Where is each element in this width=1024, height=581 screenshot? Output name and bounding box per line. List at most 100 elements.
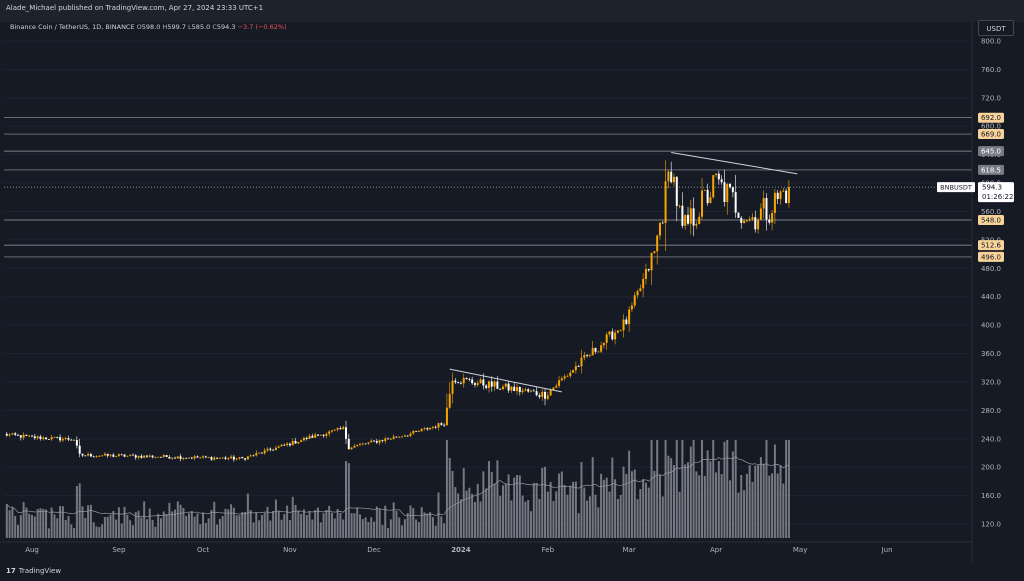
currency-button[interactable]: USDT: [978, 20, 1014, 36]
candle-body: [639, 288, 642, 292]
volume-bar: [95, 526, 98, 538]
volume-bar: [426, 513, 429, 538]
candle-body: [375, 440, 378, 443]
candle-body: [715, 173, 718, 176]
volume-bar: [70, 524, 73, 538]
candle-body: [759, 208, 762, 220]
candle-body: [67, 438, 70, 440]
volume-bar: [244, 511, 247, 538]
candle-body: [605, 334, 608, 343]
candle-body: [64, 438, 67, 440]
volume-bar: [117, 507, 120, 538]
volume-bar: [544, 466, 547, 538]
volume-bar: [597, 507, 600, 538]
volume-bar: [297, 511, 300, 538]
publish-header: Alade_Michael published on TradingView.c…: [0, 0, 1024, 22]
candle-body: [661, 222, 664, 224]
level-price-tag-label: 645.0: [981, 148, 1001, 156]
candle-body: [757, 219, 760, 230]
candle-body: [490, 381, 493, 387]
volume-bar: [89, 504, 92, 538]
candle-body: [636, 291, 639, 296]
volume-bar: [532, 482, 535, 538]
candle-body: [642, 278, 645, 289]
candle-body: [611, 331, 614, 340]
volume-bar: [748, 465, 751, 538]
symbol-legend[interactable]: Binance Coin / TetherUS, 1D, BINANCE O59…: [10, 23, 287, 31]
candle-body: [521, 390, 524, 393]
volume-bar: [31, 515, 34, 538]
candle-body: [308, 435, 311, 440]
volume-bar: [103, 516, 106, 538]
candle-body: [101, 455, 104, 457]
volume-bar: [616, 498, 619, 538]
candle-body: [415, 431, 418, 432]
candle-body: [658, 222, 661, 236]
volume-bar: [712, 440, 715, 538]
candle-body: [59, 437, 62, 441]
price-tick-label: 480.0: [981, 265, 1001, 273]
volume-bar: [687, 462, 689, 538]
candle-body: [499, 388, 502, 390]
volume-bar: [92, 522, 95, 538]
volume-bar: [785, 440, 788, 538]
candle-body: [342, 427, 345, 430]
volume-bar: [572, 481, 575, 538]
volume-bar: [168, 502, 171, 538]
volume-bar: [246, 493, 249, 538]
volume-bar: [516, 474, 518, 538]
volume-bar: [496, 460, 499, 538]
volume-bar: [490, 471, 493, 538]
candle-body: [701, 190, 704, 217]
price-tick-label: 560.0: [981, 208, 1001, 216]
candle-body: [316, 434, 319, 436]
volume-bar: [14, 515, 17, 538]
volume-bar: [605, 477, 608, 538]
volume-bar: [530, 511, 533, 538]
candle-body: [600, 345, 603, 352]
candle-body: [347, 438, 350, 450]
candle-body: [630, 305, 633, 310]
volume-bar: [151, 519, 154, 538]
candle-body: [703, 189, 706, 191]
volume-bar: [263, 512, 266, 538]
candle-body: [667, 171, 670, 182]
candle-body: [670, 171, 673, 183]
time-axis[interactable]: Aug Sep Oct Nov Dec 2024 Feb Mar Apr May Jun: [0, 541, 972, 554]
candle-body: [56, 436, 59, 438]
candle-body: [137, 455, 140, 458]
candle-body: [762, 198, 765, 209]
volume-bar: [434, 525, 437, 538]
volume-bar: [457, 493, 460, 538]
volume-bar: [67, 516, 70, 538]
volume-bar: [190, 511, 193, 538]
candle-body: [588, 355, 591, 357]
high-label: H: [162, 23, 168, 31]
volume-bar: [140, 517, 143, 538]
price-axis[interactable]: 800.0760.0720.0680.0640.0600.0560.0520.0…: [937, 22, 1014, 562]
volume-bar: [429, 512, 432, 538]
volume-bar: [664, 440, 667, 538]
candle-body: [336, 428, 339, 430]
candle-body: [227, 458, 230, 460]
candle-body: [384, 438, 387, 442]
price-tick-label: 280.0: [981, 407, 1001, 415]
tradingview-logo[interactable]: 17 TradingView: [6, 567, 61, 575]
volume-bar: [87, 505, 90, 538]
volume-bar: [754, 465, 757, 538]
volume-bar: [729, 480, 732, 538]
level-price-tag: [978, 129, 1004, 140]
candle-body: [218, 458, 221, 459]
volume-bar: [619, 494, 622, 538]
candle-body: [398, 436, 401, 438]
volume-bar: [600, 473, 603, 538]
candle-body: [482, 379, 485, 386]
volume-bar: [392, 502, 395, 538]
grid-layer: [4, 40, 972, 525]
candle-body: [569, 372, 572, 376]
volume-bar: [294, 504, 297, 538]
volume-bar: [768, 475, 771, 538]
volume-bar: [232, 507, 235, 538]
candle-body: [426, 428, 429, 430]
